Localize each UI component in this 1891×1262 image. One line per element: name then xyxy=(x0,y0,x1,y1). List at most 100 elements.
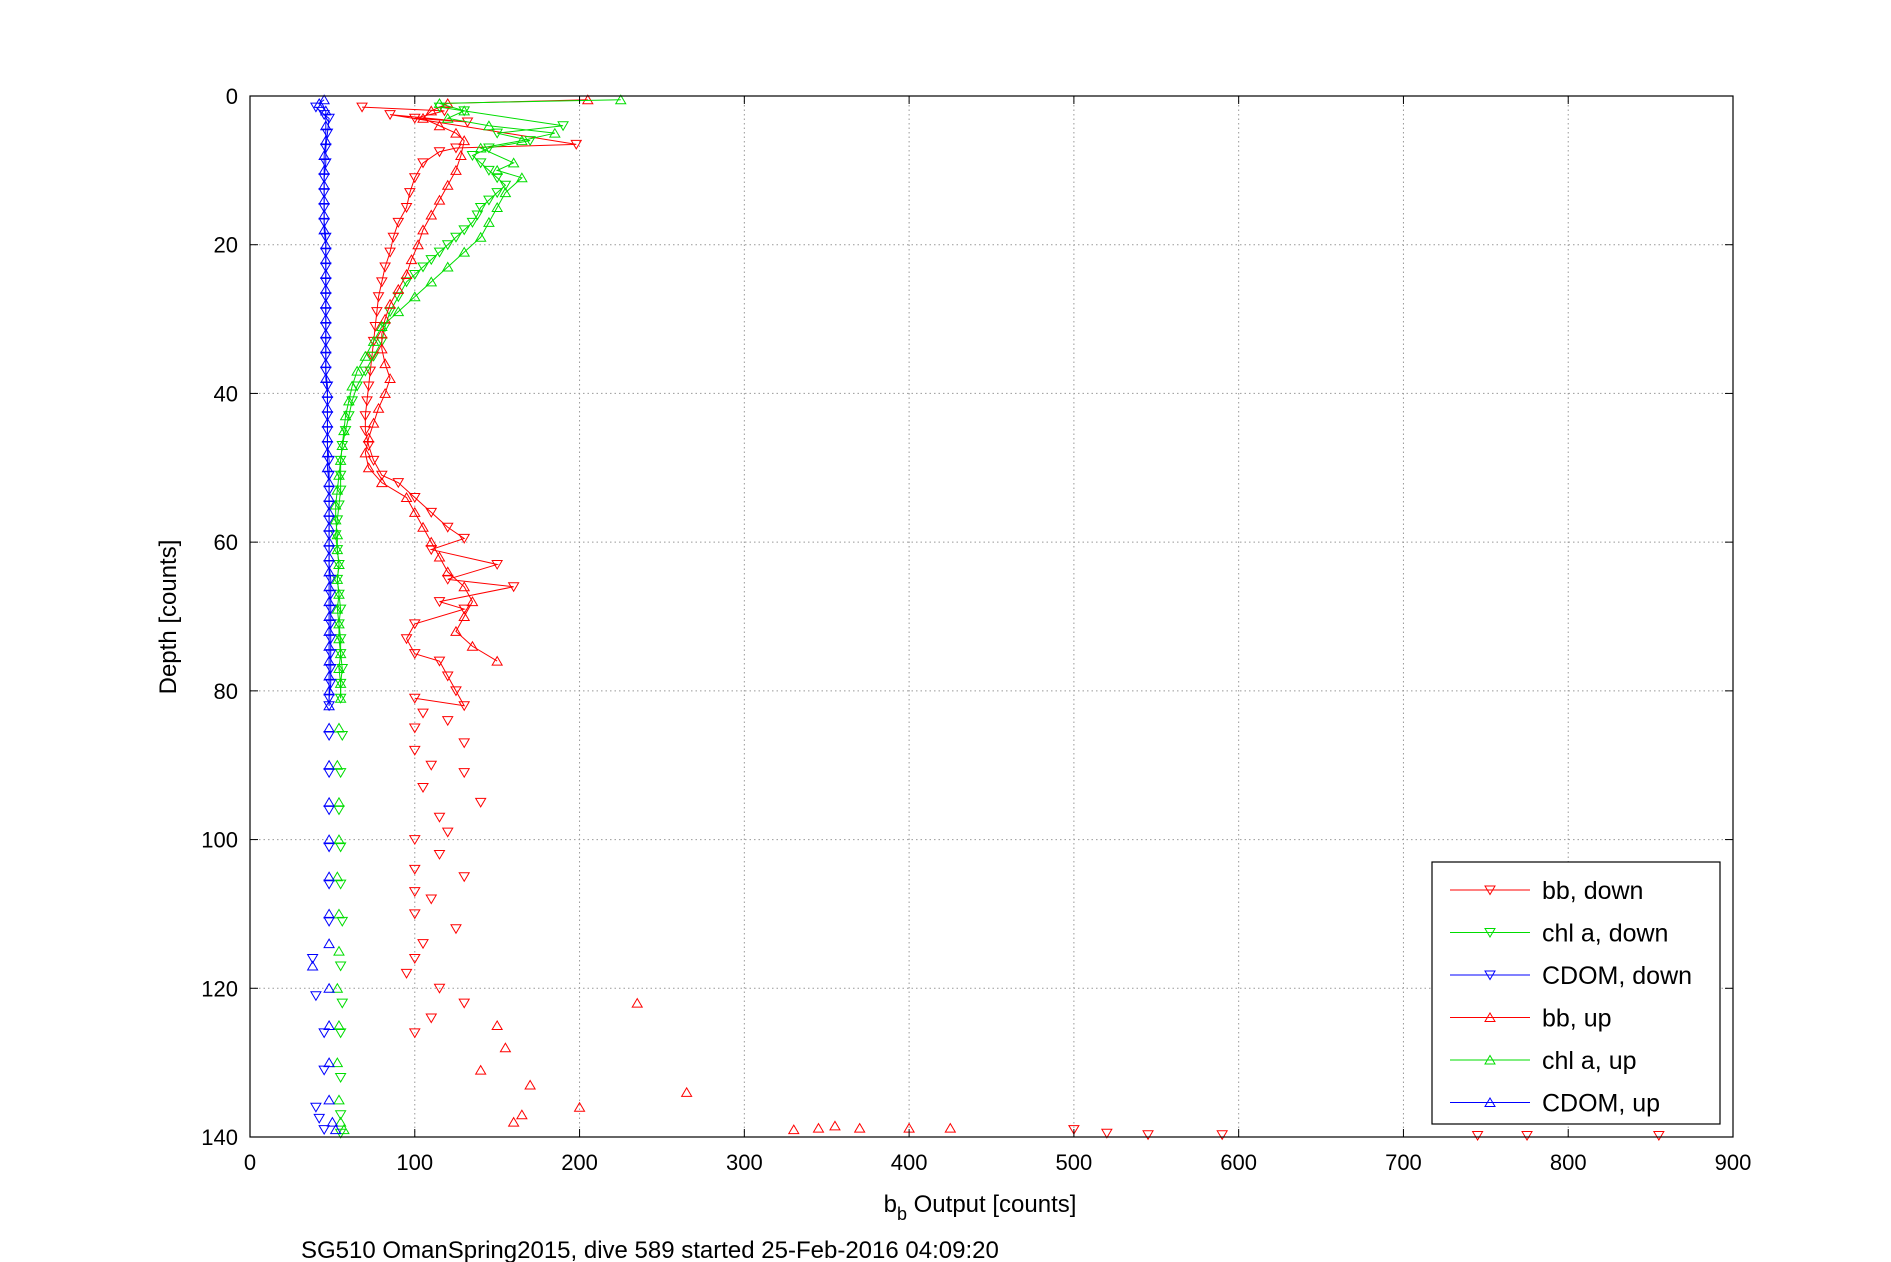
series-bb-down xyxy=(356,102,1665,1141)
series-chl-a-up xyxy=(329,94,627,1135)
data-point xyxy=(351,365,363,376)
data-point xyxy=(323,1094,335,1105)
data-point xyxy=(417,262,429,273)
data-point xyxy=(359,350,372,361)
data-point xyxy=(400,277,413,288)
data-point xyxy=(323,982,335,993)
data-point xyxy=(333,722,345,733)
legend-swatch-marker xyxy=(1484,1012,1496,1022)
data-point xyxy=(375,470,388,481)
data-point xyxy=(321,128,334,139)
data-point xyxy=(359,366,372,377)
data-point xyxy=(336,916,349,927)
y-tick-label: 0 xyxy=(226,84,238,109)
data-point xyxy=(491,559,504,570)
data-point xyxy=(433,147,446,158)
data-point xyxy=(408,835,421,846)
data-point xyxy=(417,158,429,169)
data-point xyxy=(408,493,421,504)
data-point xyxy=(362,381,375,392)
x-tick-label: 600 xyxy=(1220,1150,1257,1175)
data-point xyxy=(433,656,446,667)
data-point xyxy=(372,402,385,413)
data-point xyxy=(334,961,347,972)
data-point xyxy=(362,432,375,443)
data-point xyxy=(359,426,372,437)
data-point xyxy=(433,812,446,823)
data-point xyxy=(375,343,388,354)
x-tick-label: 800 xyxy=(1550,1150,1587,1175)
data-point xyxy=(392,217,405,228)
data-point xyxy=(408,113,421,124)
data-point xyxy=(331,759,344,770)
data-point xyxy=(324,619,337,630)
data-point xyxy=(323,670,335,681)
data-point xyxy=(323,521,335,532)
data-point xyxy=(458,581,471,592)
data-point xyxy=(1471,1131,1484,1141)
legend-box xyxy=(1431,861,1721,1125)
series-cdom-up xyxy=(306,94,342,1135)
data-point xyxy=(433,120,446,131)
data-point xyxy=(333,834,345,845)
data-point xyxy=(319,135,332,146)
data-point xyxy=(329,499,342,510)
data-point xyxy=(408,909,421,920)
data-point xyxy=(323,566,335,577)
data-point xyxy=(433,597,446,608)
data-point xyxy=(323,730,335,741)
data-point xyxy=(458,701,471,712)
x-axis-label: bb Output [counts] xyxy=(884,1191,1077,1224)
data-point xyxy=(458,533,471,544)
data-point xyxy=(323,1019,335,1030)
data-point xyxy=(324,634,337,645)
data-point xyxy=(417,112,429,123)
data-point xyxy=(331,603,344,614)
data-point xyxy=(450,164,462,175)
data-point xyxy=(812,1122,825,1133)
data-point xyxy=(334,634,347,645)
data-point xyxy=(433,194,446,205)
data-point xyxy=(324,678,337,689)
legend-swatch-marker xyxy=(1484,970,1496,981)
data-point xyxy=(1521,1131,1533,1141)
data-point xyxy=(441,574,454,585)
data-point xyxy=(323,700,335,711)
data-point xyxy=(318,209,331,220)
data-point xyxy=(334,1116,347,1127)
data-point xyxy=(573,1101,586,1112)
data-point xyxy=(400,492,413,503)
data-point xyxy=(387,232,400,243)
y-tick-label: 40 xyxy=(214,381,238,406)
data-point xyxy=(631,997,644,1008)
data-point xyxy=(425,536,438,547)
data-point xyxy=(379,322,391,332)
plot-frame xyxy=(249,95,1734,1138)
data-point xyxy=(417,939,429,950)
data-point xyxy=(372,292,385,303)
data-point xyxy=(403,188,416,199)
data-point xyxy=(324,664,337,675)
x-tick-label: 400 xyxy=(891,1150,928,1175)
data-point xyxy=(333,469,345,480)
data-point xyxy=(342,411,355,422)
data-point xyxy=(369,322,382,332)
data-point xyxy=(466,640,479,651)
data-point xyxy=(450,232,462,243)
data-point xyxy=(331,544,344,555)
data-point xyxy=(441,240,454,251)
data-point xyxy=(450,127,462,138)
data-point xyxy=(334,842,347,853)
data-point xyxy=(458,611,471,621)
data-point xyxy=(466,217,479,228)
data-point xyxy=(321,432,334,443)
data-point xyxy=(458,998,471,1009)
x-tick-label: 900 xyxy=(1715,1150,1752,1175)
data-point xyxy=(333,500,345,511)
data-point xyxy=(333,558,345,569)
data-point xyxy=(491,188,504,199)
data-point xyxy=(338,425,350,436)
data-point xyxy=(319,313,332,324)
data-point xyxy=(425,105,438,116)
data-point xyxy=(458,604,471,615)
